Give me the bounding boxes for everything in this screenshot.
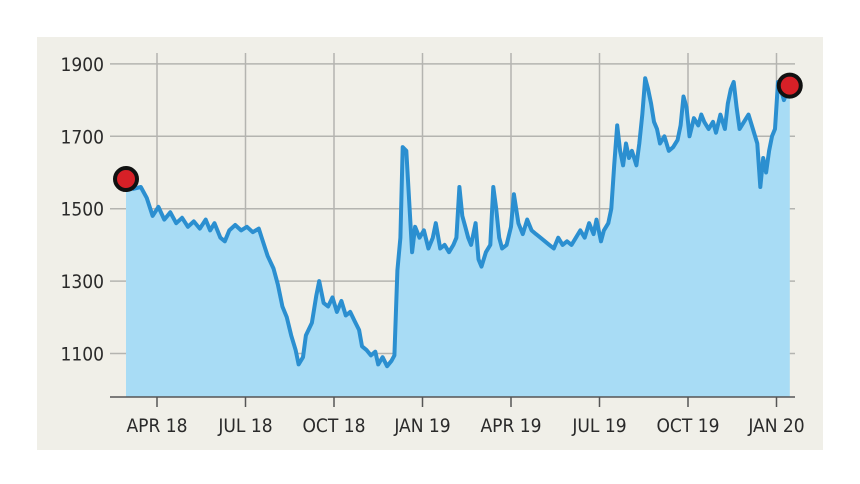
x-tick-label: OCT 18: [302, 415, 365, 437]
x-tick-label: JAN 19: [393, 415, 450, 437]
price-line: [124, 76, 792, 369]
y-axis-ticks: 1100 1300 1500 1700 1900: [61, 54, 105, 366]
x-tick-label: JAN 20: [747, 415, 804, 437]
x-tick-label: JUL 18: [217, 415, 272, 437]
y-tick-label: 1300: [61, 271, 105, 293]
endpoint-markers: [113, 72, 803, 193]
x-axis-ticks: APR 18 JUL 18 OCT 18 JAN 19 APR 19 JUL 19 OCT …: [126, 397, 805, 437]
endpoint-marker: [776, 72, 803, 99]
y-tick-label: 1500: [61, 199, 105, 221]
x-tick-label: APR 18: [126, 415, 187, 437]
endpoint-marker: [113, 166, 139, 193]
y-tick-label: 1700: [61, 126, 105, 148]
y-tick-label: 1900: [61, 54, 105, 76]
x-tick-label: APR 19: [480, 415, 541, 437]
x-tick-label: OCT 19: [656, 415, 719, 437]
y-tick-label: 1100: [61, 344, 105, 366]
x-tick-label: JUL 19: [571, 415, 626, 437]
